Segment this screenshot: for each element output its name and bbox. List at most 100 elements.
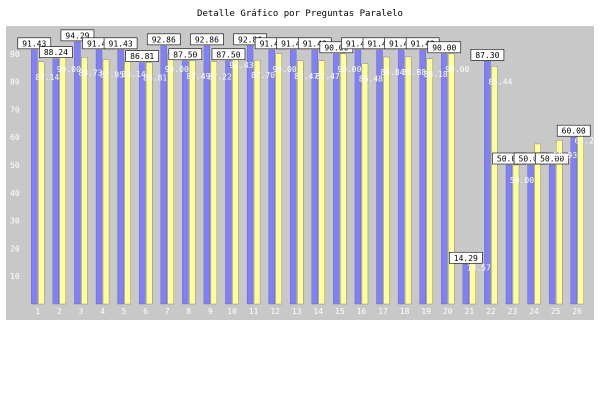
data-label: 90.00 xyxy=(445,65,469,74)
bar-series-2 xyxy=(361,63,369,305)
data-label-box xyxy=(168,48,203,61)
data-label: 90.00 xyxy=(432,43,456,52)
data-label: 90.00 xyxy=(324,43,348,52)
bar-series-2 xyxy=(448,53,455,305)
x-tick-label: 11 xyxy=(249,307,259,316)
bar-series-1 xyxy=(52,58,60,305)
bar-series-2 xyxy=(512,164,520,305)
bar-series-1 xyxy=(290,49,297,305)
x-tick-label: 8 xyxy=(186,307,191,316)
data-label: 50.00 xyxy=(540,155,564,164)
x-tick-label: 18 xyxy=(400,307,410,316)
bar-series-2 xyxy=(534,143,541,305)
data-label-box xyxy=(211,48,246,61)
data-label: 85.44 xyxy=(488,77,512,86)
bar-series-2 xyxy=(124,58,131,305)
bar-series-2 xyxy=(81,57,88,305)
data-label: 87.30 xyxy=(475,51,499,60)
bar-series-2 xyxy=(426,58,433,305)
data-label: 88.24 xyxy=(44,48,68,57)
data-labels-layer: 91.43 87.14 88.24 90.00 94.29 88.73 91.43 87.95… xyxy=(17,29,599,272)
data-label-box xyxy=(17,37,52,50)
chart-title: Detalle Gráfico por Preguntas Paralelo xyxy=(197,9,403,19)
data-label-box xyxy=(103,37,138,50)
y-tick-label: 50 xyxy=(10,161,20,170)
bar-series-1 xyxy=(527,164,534,305)
x-tick-label: 3 xyxy=(79,307,84,316)
data-label-box xyxy=(470,49,505,61)
x-tick-label: 20 xyxy=(443,307,453,316)
bar-series-2 xyxy=(232,49,239,305)
data-label: 88.84 xyxy=(380,68,404,77)
bar-series-2 xyxy=(210,61,218,305)
data-label-box xyxy=(39,46,73,58)
data-label: 90.00 xyxy=(337,65,361,74)
data-label: 50.00 xyxy=(497,155,521,164)
bar-series-2 xyxy=(275,53,282,305)
data-label: 90.00 xyxy=(273,65,297,74)
bar-series-2 xyxy=(577,125,584,305)
data-label: 87.49 xyxy=(186,72,210,81)
data-label: 87.50 xyxy=(216,50,240,59)
x-tick-label: 19 xyxy=(421,307,431,316)
data-label: 88.14 xyxy=(122,70,146,79)
data-label: 86.81 xyxy=(143,74,167,83)
x-tick-label: 12 xyxy=(270,307,280,316)
bar-series-2 xyxy=(102,59,110,305)
data-label: 92.86 xyxy=(238,35,262,44)
bar-series-1 xyxy=(462,264,469,305)
y-tick-label: 90 xyxy=(10,50,20,59)
bar-series-2 xyxy=(146,62,153,305)
bar-series-1 xyxy=(505,164,513,305)
data-label: 18.57 xyxy=(467,263,491,272)
data-label: 91.43 xyxy=(87,39,111,48)
data-label: 86.48 xyxy=(359,75,383,84)
bar-series-2 xyxy=(340,53,347,305)
data-label: 87.47 xyxy=(294,72,318,81)
data-label: 92.86 xyxy=(195,35,219,44)
y-tick-label: 30 xyxy=(10,217,20,226)
data-label: 90.00 xyxy=(57,65,81,74)
bar-series-1 xyxy=(419,49,426,305)
bar-series-2 xyxy=(59,53,67,305)
x-tick-label: 21 xyxy=(465,307,475,316)
bar-series-2 xyxy=(167,53,174,305)
data-label: 94.29 xyxy=(65,31,89,40)
bar-series-1 xyxy=(139,62,146,305)
y-tick-label: 40 xyxy=(10,189,20,198)
data-label: 91.43 xyxy=(229,61,253,70)
bar-series-2 xyxy=(38,61,45,305)
bar-series-2 xyxy=(189,60,196,305)
x-tick-label: 9 xyxy=(208,307,213,316)
bars-layer xyxy=(31,41,584,305)
data-label: 86.81 xyxy=(130,52,154,61)
data-label: 91.43 xyxy=(260,39,284,48)
bar-series-1 xyxy=(117,49,124,305)
data-label: 88.88 xyxy=(402,68,426,77)
data-label: 91.43 xyxy=(411,39,435,48)
data-label: 91.43 xyxy=(389,39,413,48)
data-label: 91.43 xyxy=(109,39,133,48)
data-label-box xyxy=(535,152,569,165)
data-label: 91.43 xyxy=(22,39,46,48)
y-tick-label: 20 xyxy=(10,244,20,253)
bar-series-1 xyxy=(441,53,448,305)
data-label: 14.29 xyxy=(454,254,478,263)
data-label: 88.18 xyxy=(424,70,448,79)
bar-series-2 xyxy=(491,66,498,305)
x-tick-label: 24 xyxy=(529,307,539,316)
x-tick-label: 13 xyxy=(292,307,302,316)
data-label: 87.47 xyxy=(316,72,340,81)
data-label: 90.00 xyxy=(165,65,189,74)
data-label: 91.43 xyxy=(367,39,391,48)
x-tick-label: 5 xyxy=(122,307,127,316)
data-label: 87.50 xyxy=(173,50,197,59)
x-tick-label: 16 xyxy=(357,307,367,316)
bar-series-2 xyxy=(253,60,261,305)
data-label: 64.29 xyxy=(575,136,599,145)
data-label: 91.43 xyxy=(303,39,327,48)
bar-series-1 xyxy=(397,49,405,305)
data-label-box xyxy=(449,251,483,264)
x-tick-label: 26 xyxy=(572,307,582,316)
